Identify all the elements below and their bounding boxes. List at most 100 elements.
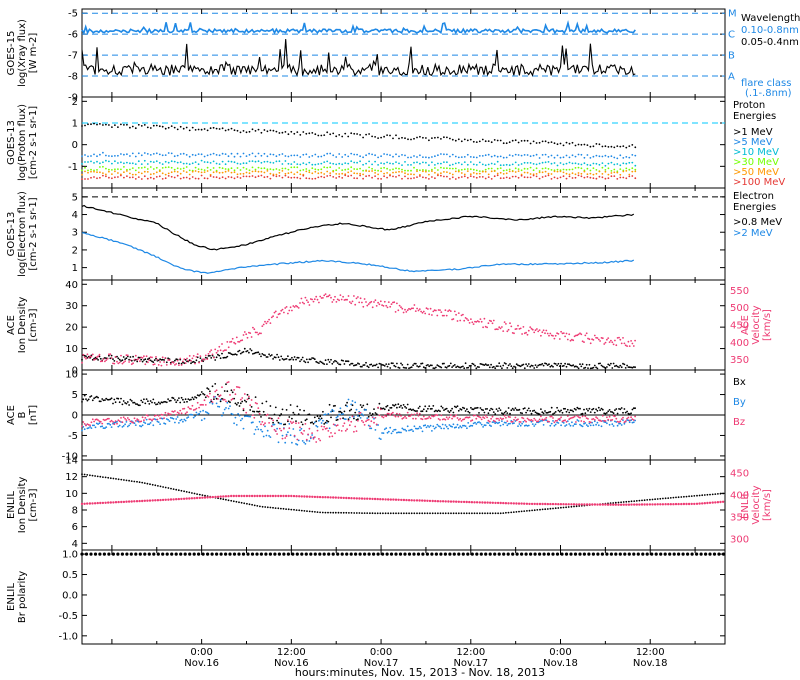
- data-point: [185, 171, 188, 174]
- y-tick-label: -9: [68, 93, 78, 104]
- data-point: [412, 307, 414, 310]
- data-point: [348, 364, 351, 366]
- data-point: [226, 341, 229, 343]
- data-point: [433, 427, 436, 430]
- data-point: [501, 412, 503, 414]
- data-point: [250, 336, 253, 338]
- data-point: [371, 497, 374, 501]
- data-point: [464, 410, 467, 412]
- data-point: [206, 411, 209, 414]
- data-point: [389, 407, 392, 409]
- data-point: [392, 155, 394, 158]
- data-point: [180, 364, 183, 366]
- data-point: [243, 331, 246, 333]
- data-point: [176, 359, 179, 362]
- data-point: [320, 168, 323, 171]
- data-point: [215, 154, 218, 156]
- data-point: [234, 393, 237, 396]
- data-point: [460, 512, 463, 515]
- data-point: [419, 169, 421, 172]
- data-point: [455, 406, 457, 409]
- data-point: [358, 497, 361, 500]
- data-point: [487, 322, 490, 325]
- data-point: [105, 173, 107, 176]
- data-point: [274, 406, 277, 409]
- data-point: [527, 418, 530, 421]
- data-point: [164, 154, 167, 157]
- data-point: [131, 152, 134, 155]
- data-point: [488, 409, 491, 412]
- data-point: [405, 512, 408, 515]
- data-point: [218, 154, 221, 157]
- y-axis-label: Ion Density: [17, 477, 28, 534]
- data-point: [383, 172, 385, 175]
- data-point: [253, 410, 256, 413]
- data-point: [170, 171, 173, 174]
- data-point: [377, 177, 379, 180]
- data-point: [188, 497, 191, 500]
- data-point: [93, 552, 98, 556]
- data-point: [443, 153, 445, 156]
- data-point: [229, 394, 231, 396]
- data-point: [270, 417, 273, 420]
- data-point: [427, 425, 429, 427]
- data-point: [266, 320, 269, 323]
- data-point: [110, 426, 113, 428]
- data-point: [401, 168, 403, 171]
- data-point: [613, 171, 616, 174]
- data-point: [600, 420, 603, 422]
- data-point: [174, 399, 176, 401]
- data-point: [502, 164, 505, 167]
- data-point: [241, 400, 244, 403]
- data-point: [432, 425, 435, 428]
- data-point: [443, 161, 445, 164]
- data-point: [565, 506, 567, 509]
- data-point: [366, 497, 369, 500]
- data-point: [342, 425, 344, 427]
- data-point: [571, 421, 573, 424]
- data-point: [386, 431, 389, 434]
- data-point: [612, 503, 615, 506]
- data-point: [526, 168, 529, 170]
- data-point: [394, 403, 397, 406]
- data-point: [521, 333, 523, 335]
- data-point: [550, 162, 553, 165]
- data-point: [164, 160, 167, 163]
- data-point: [218, 354, 221, 357]
- data-point: [140, 358, 143, 361]
- data-point: [282, 494, 285, 498]
- data-point: [113, 360, 116, 362]
- data-point: [213, 356, 215, 359]
- data-point: [209, 392, 211, 395]
- data-point: [328, 435, 331, 438]
- data-point: [612, 425, 615, 427]
- data-point: [287, 494, 290, 498]
- data-point: [123, 162, 125, 165]
- data-point: [274, 310, 277, 313]
- data-point: [155, 418, 157, 421]
- data-point: [114, 356, 117, 358]
- data-point: [571, 141, 574, 144]
- data-point: [243, 502, 246, 505]
- data-point: [572, 410, 575, 413]
- data-point: [194, 161, 197, 164]
- data-point: [253, 494, 256, 498]
- data-point: [272, 423, 274, 426]
- data-point: [484, 164, 487, 167]
- data-point: [209, 390, 211, 393]
- data-point: [413, 161, 415, 164]
- data-point: [550, 141, 553, 144]
- data-point: [361, 365, 363, 368]
- data-point: [176, 416, 179, 418]
- data-point: [401, 177, 403, 180]
- data-point: [236, 167, 239, 169]
- data-point: [386, 172, 388, 174]
- data-point: [376, 512, 379, 515]
- data-point: [607, 167, 610, 170]
- data-point: [443, 136, 445, 139]
- data-point: [227, 176, 230, 178]
- data-point: [416, 365, 418, 367]
- data-point: [151, 499, 154, 502]
- data-point: [301, 440, 304, 442]
- data-point: [133, 500, 136, 503]
